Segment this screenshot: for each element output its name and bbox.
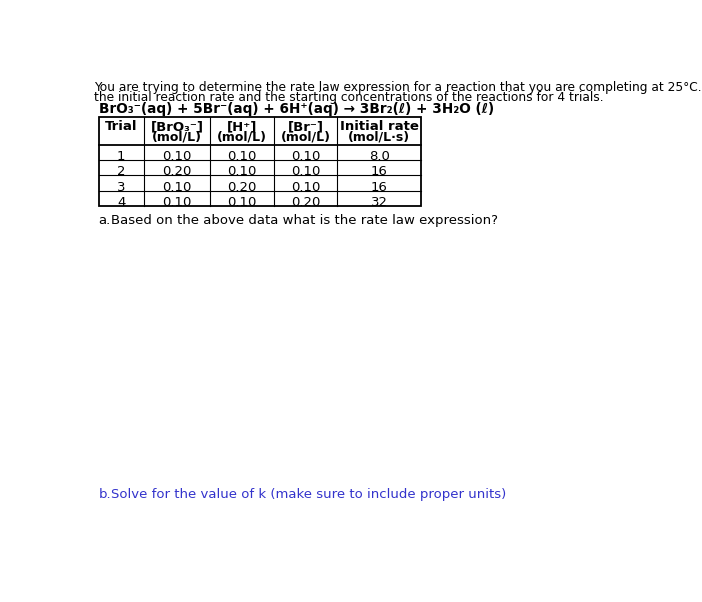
Text: b.: b. [98, 488, 111, 501]
Text: BrO₃⁻(aq) + 5Br⁻(aq) + 6H⁺(aq) → 3Br₂(ℓ) + 3H₂O (ℓ): BrO₃⁻(aq) + 5Br⁻(aq) + 6H⁺(aq) → 3Br₂(ℓ)… [100, 102, 495, 116]
Text: 8.0: 8.0 [369, 150, 390, 163]
Text: 0.10: 0.10 [162, 150, 192, 163]
Text: 0.10: 0.10 [162, 181, 192, 194]
Text: 0.20: 0.20 [162, 166, 192, 178]
Text: You are trying to determine the rate law expression for a reaction that you are : You are trying to determine the rate law… [94, 81, 702, 95]
Text: (mol/L·s): (mol/L·s) [348, 131, 410, 144]
Text: 0.10: 0.10 [291, 166, 320, 178]
Text: the initial reaction rate and the starting concentrations of the reactions for 4: the initial reaction rate and the starti… [94, 92, 604, 105]
Text: Trial: Trial [105, 120, 138, 133]
Text: 1: 1 [117, 150, 126, 163]
Text: 32: 32 [371, 196, 388, 209]
Text: 16: 16 [371, 166, 388, 178]
Text: 4: 4 [117, 196, 125, 209]
Text: 3: 3 [117, 181, 126, 194]
Text: 2: 2 [117, 166, 126, 178]
Text: 0.10: 0.10 [162, 196, 192, 209]
Text: Based on the above data what is the rate law expression?: Based on the above data what is the rate… [111, 214, 498, 227]
Text: 0.10: 0.10 [291, 181, 320, 194]
Text: 0.10: 0.10 [227, 150, 257, 163]
Text: [BrO₃⁻]: [BrO₃⁻] [150, 120, 204, 133]
Text: 0.20: 0.20 [291, 196, 320, 209]
Text: (mol/L): (mol/L) [281, 131, 331, 144]
Bar [98, 117, 421, 206]
Text: (mol/L): (mol/L) [217, 131, 267, 144]
Text: 0.20: 0.20 [227, 181, 257, 194]
Text: Initial rate: Initial rate [340, 120, 418, 133]
Text: 16: 16 [371, 181, 388, 194]
Text: [H⁺]: [H⁺] [227, 120, 257, 133]
Text: 0.10: 0.10 [291, 150, 320, 163]
Text: [Br⁻]: [Br⁻] [288, 120, 324, 133]
Text: a.: a. [98, 214, 111, 227]
Text: Solve for the value of k (make sure to include proper units): Solve for the value of k (make sure to i… [111, 488, 506, 501]
Text: 0.10: 0.10 [227, 196, 257, 209]
Text: (mol/L): (mol/L) [152, 131, 202, 144]
Text: 0.10: 0.10 [227, 166, 257, 178]
